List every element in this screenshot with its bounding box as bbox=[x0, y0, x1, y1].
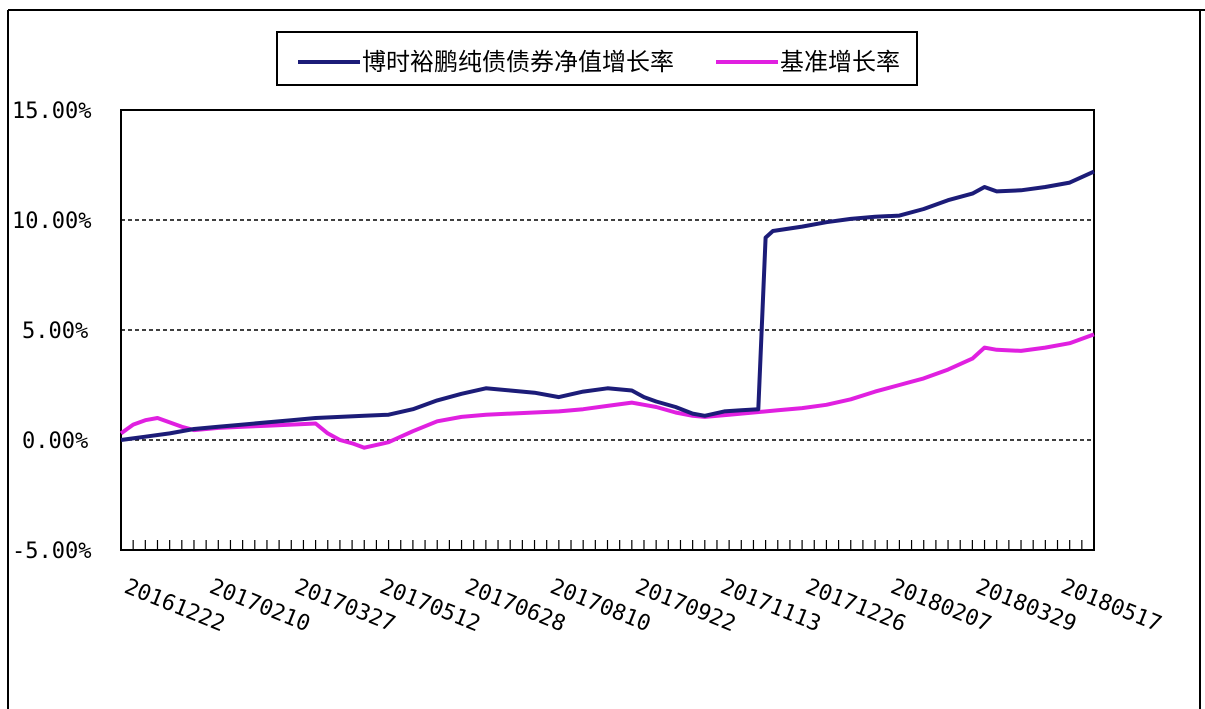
legend-label-series-1: 博时裕鹏纯债债券净值增长率 bbox=[362, 48, 674, 76]
series-line-fund-nav bbox=[120, 169, 1095, 442]
y-tick-label: 5.00% bbox=[22, 319, 88, 344]
y-tick-label: 10.00% bbox=[12, 209, 91, 234]
legend-box bbox=[276, 31, 918, 86]
series-lines bbox=[119, 169, 1095, 450]
y-tick-label: 0.00% bbox=[22, 429, 88, 454]
grid-lines bbox=[121, 219, 1094, 441]
legend-label-series-2: 基准增长率 bbox=[780, 48, 900, 76]
y-tick-label: 15.00% bbox=[12, 99, 91, 124]
series-line-benchmark bbox=[119, 332, 1095, 450]
y-axis: -5.00% 0.00% 5.00% 10.00% 15.00% bbox=[12, 99, 91, 564]
y-tick-label: -5.00% bbox=[12, 539, 91, 564]
x-axis-ticks bbox=[120, 540, 1095, 550]
legend: 博时裕鹏纯债债券净值增长率 基准增长率 bbox=[276, 31, 918, 86]
x-axis-labels: 2016122220170210201703272017051220170628… bbox=[121, 574, 1165, 637]
